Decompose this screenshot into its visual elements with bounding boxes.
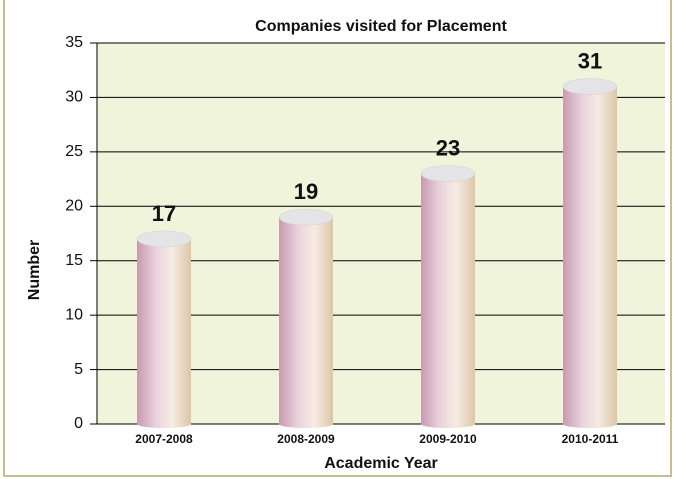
y-tick-label: 5: [74, 361, 83, 378]
y-tick-label: 0: [74, 415, 83, 432]
x-axis-label: Academic Year: [324, 455, 438, 472]
bar: [279, 217, 333, 424]
x-tick-label: 2010-2011: [562, 432, 619, 446]
y-tick-label: 25: [65, 143, 83, 160]
data-label: 19: [294, 179, 318, 204]
y-tick-label: 15: [65, 252, 83, 269]
data-label: 31: [578, 48, 602, 73]
y-axis-label: Number: [26, 240, 43, 300]
bar-top: [420, 165, 476, 182]
chart-title: Companies visited for Placement: [255, 18, 507, 35]
bar-top: [136, 230, 192, 248]
y-tick-label: 10: [65, 306, 83, 323]
bar-top: [278, 208, 334, 226]
data-label: 17: [152, 201, 176, 226]
bar-top: [562, 78, 618, 95]
x-tick-label: 2008-2009: [277, 432, 335, 446]
data-label: 23: [436, 135, 460, 160]
y-tick-label: 35: [65, 34, 83, 51]
y-tick-label: 30: [65, 89, 83, 106]
x-tick-label: 2007-2008: [135, 432, 193, 446]
bar: [137, 238, 191, 424]
bar: [421, 173, 475, 424]
bar: [563, 86, 617, 425]
x-tick-label: 2009-2010: [419, 432, 477, 446]
y-tick-label: 20: [65, 198, 83, 215]
